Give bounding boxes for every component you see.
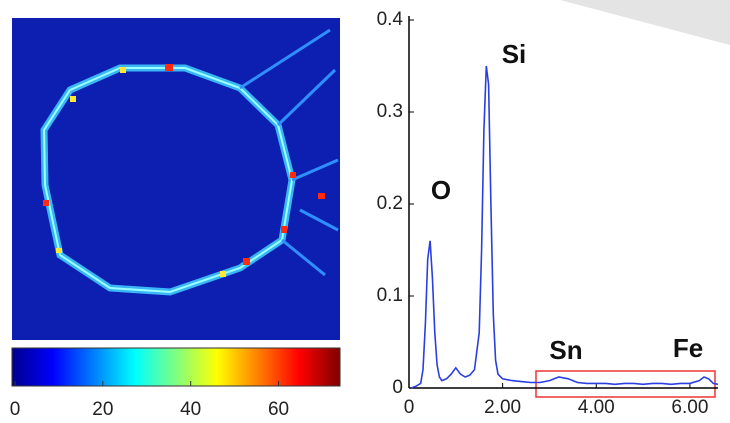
colorbar-tick-label: 60 [268, 399, 289, 420]
y-tick-label: 0 [392, 377, 403, 398]
y-tick-label: 0.4 [377, 9, 404, 30]
peak-label: Fe [673, 333, 703, 363]
x-tick-label: 4.00 [578, 397, 615, 418]
peak-label: O [431, 175, 451, 205]
peak-label: Si [502, 39, 527, 69]
colorbar [11, 347, 341, 387]
x-tick-label: 6.00 [671, 397, 708, 418]
corner-shape [560, 0, 730, 45]
y-tick-label: 0.1 [377, 285, 403, 306]
x-tick-label: 0 [404, 397, 415, 418]
spectrum-line [411, 65, 719, 389]
colorbar-tick-label: 20 [92, 399, 113, 420]
peak-label: Sn [549, 335, 582, 365]
colorbar-tick-label: 0 [10, 399, 21, 420]
y-tick-label: 0.2 [377, 193, 403, 214]
heatmap-image [12, 18, 340, 340]
x-tick-label: 2.00 [484, 397, 521, 418]
y-tick-label: 0.3 [377, 101, 403, 122]
colorbar-tick-label: 40 [180, 399, 201, 420]
